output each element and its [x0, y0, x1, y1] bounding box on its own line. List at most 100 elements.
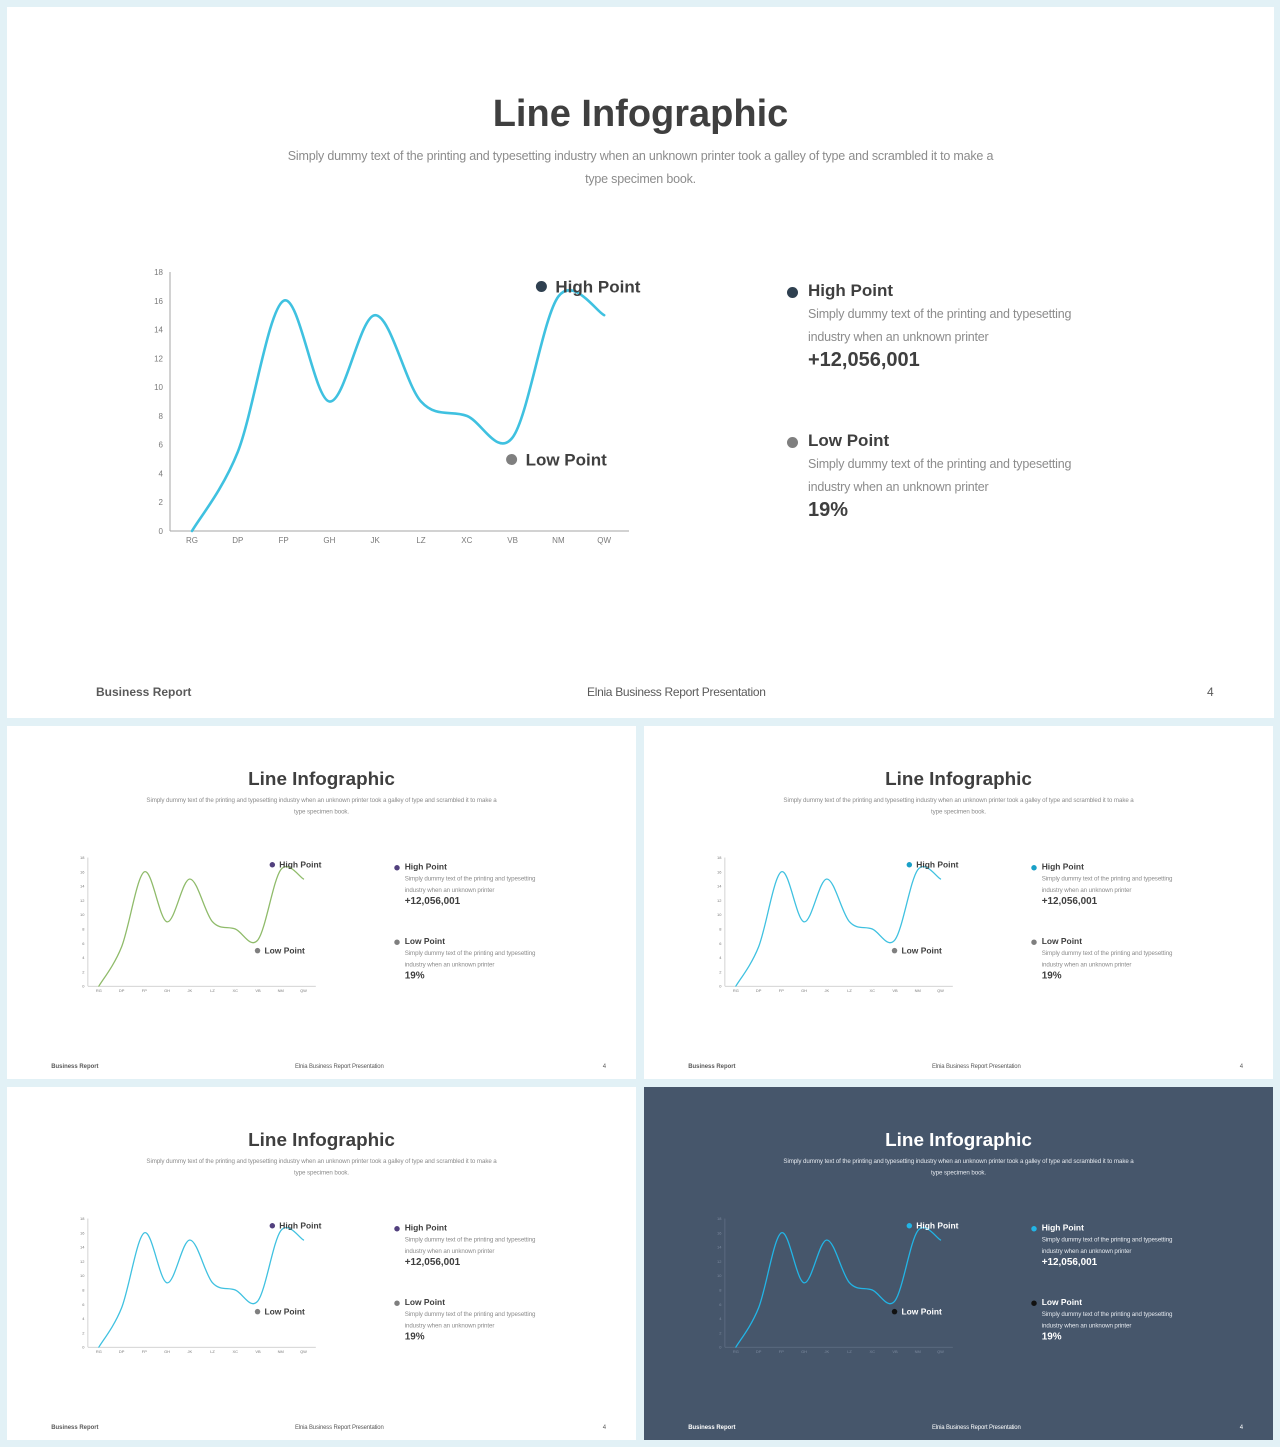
legend-value: 19%: [404, 1331, 425, 1343]
y-tick-label: 12: [80, 1259, 84, 1264]
y-tick-label: 0: [159, 527, 164, 536]
y-tick-label: 10: [154, 383, 163, 392]
low-point-callout: Low Point: [901, 1307, 941, 1317]
footer-center: Elnia Business Report Presentation: [294, 1423, 384, 1431]
low-point-marker-icon: [254, 1308, 261, 1315]
y-tick-label: 6: [159, 441, 164, 450]
low-point-dot-icon: [394, 939, 400, 945]
slide-subtitle: Simply dummy text of the printing and ty…: [146, 1157, 497, 1176]
y-tick-label: 2: [719, 969, 721, 974]
x-tick-label: GH: [164, 1349, 170, 1354]
x-tick-label: LZ: [210, 1349, 215, 1354]
slide-thumbnail-dark[interactable]: Line Infographic Simply dummy text of th…: [644, 1087, 1273, 1440]
x-tick-label: DP: [756, 1349, 762, 1354]
y-tick-label: 4: [719, 1316, 722, 1321]
x-tick-label: VB: [255, 988, 261, 993]
legend-description: Simply dummy text of the printing and ty…: [404, 949, 536, 968]
low-point-callout: Low Point: [264, 1307, 304, 1317]
high-point-callout: High Point: [555, 277, 640, 296]
x-tick-label: DP: [119, 1349, 125, 1354]
low-point-marker-icon: [891, 1308, 898, 1315]
x-tick-label: NM: [915, 1349, 921, 1354]
slide-thumbnail-green[interactable]: Line Infographic Simply dummy text of th…: [7, 726, 636, 1079]
series-line: [190, 288, 606, 533]
high-point-dot-icon: [394, 865, 400, 871]
legend-value: 19%: [1041, 970, 1062, 982]
x-tick-label: LZ: [210, 988, 215, 993]
legend-value: +12,056,001: [1041, 895, 1098, 907]
high-point-dot-icon: [787, 287, 798, 298]
x-tick-label: QW: [597, 536, 611, 545]
high-point-marker-icon: [269, 862, 276, 868]
slide-thumbnail-purple[interactable]: Line Infographic Simply dummy text of th…: [7, 1087, 636, 1440]
y-tick-label: 10: [717, 1273, 722, 1278]
x-tick-label: XC: [233, 1349, 239, 1354]
legend-description: Simply dummy text of the printing and ty…: [808, 457, 1072, 494]
y-tick-label: 4: [719, 955, 722, 960]
legend-description: Simply dummy text of the printing and ty…: [1041, 1310, 1173, 1329]
slide-thumbnail-teal[interactable]: Line Infographic Simply dummy text of th…: [644, 726, 1273, 1079]
slide-main[interactable]: Line Infographic Simply dummy text of th…: [7, 7, 1274, 718]
x-tick-label: FP: [278, 536, 288, 545]
slide-content: Line Infographic Simply dummy text of th…: [7, 1087, 636, 1440]
slide-title: Line Infographic: [248, 1129, 395, 1151]
legend-value: +12,056,001: [404, 1256, 461, 1268]
legend-label: Low Point: [404, 936, 446, 946]
series-line: [98, 1227, 305, 1348]
slide-title: Line Infographic: [885, 1129, 1032, 1151]
legend-label: High Point: [404, 862, 447, 872]
slide-subtitle: Simply dummy text of the printing and ty…: [783, 796, 1134, 815]
y-tick-label: 12: [717, 1259, 721, 1264]
y-tick-label: 14: [717, 1245, 722, 1250]
x-tick-label: DP: [232, 536, 243, 545]
series-line: [735, 1227, 942, 1348]
y-tick-label: 16: [80, 869, 85, 874]
legend-description: Simply dummy text of the printing and ty…: [808, 307, 1072, 344]
legend-value: +12,056,001: [404, 895, 461, 907]
footer-left: Business Report: [51, 1423, 99, 1431]
x-tick-label: GH: [164, 988, 170, 993]
low-point-dot-icon: [787, 437, 798, 448]
footer-center: Elnia Business Report Presentation: [931, 1423, 1021, 1431]
x-tick-label: XC: [870, 1349, 876, 1354]
series-line: [98, 866, 305, 987]
y-tick-label: 14: [717, 884, 722, 889]
legend-value: 19%: [1041, 1331, 1062, 1343]
x-tick-label: VB: [507, 536, 518, 545]
footer-center: Elnia Business Report Presentation: [931, 1062, 1021, 1070]
page-number: 4: [1207, 685, 1214, 699]
low-point-callout: Low Point: [901, 946, 941, 956]
y-tick-label: 18: [717, 855, 722, 860]
legend-label: Low Point: [808, 431, 890, 450]
legend-value: 19%: [808, 499, 849, 521]
high-point-dot-icon: [394, 1226, 400, 1232]
legend-description: Simply dummy text of the printing and ty…: [1041, 874, 1173, 894]
x-tick-label: QW: [937, 1349, 944, 1354]
line-chart: 0 2 4 6 8 10 12 14 16 18 RG DP FP GH JK LZ XC VB NM QW High …: [154, 268, 641, 545]
y-tick-label: 16: [717, 1230, 722, 1235]
high-point-dot-icon: [1031, 1226, 1037, 1232]
y-tick-label: 14: [154, 326, 163, 335]
x-tick-label: JK: [187, 1349, 192, 1354]
legend-label: Low Point: [404, 1297, 446, 1307]
slide-subtitle: Simply dummy text of the printing and ty…: [287, 149, 994, 186]
footer-left: Business Report: [96, 685, 192, 699]
x-tick-label: FP: [142, 1349, 147, 1354]
slide-content: Line Infographic Simply dummy text of th…: [7, 7, 1274, 718]
legend-label: High Point: [404, 1223, 447, 1233]
y-tick-label: 16: [80, 1230, 85, 1235]
y-tick-label: 6: [82, 1302, 85, 1307]
footer-left: Business Report: [51, 1062, 99, 1070]
page-number: 4: [1239, 1062, 1244, 1070]
x-tick-label: RG: [96, 1349, 102, 1354]
x-tick-label: XC: [870, 988, 876, 993]
y-tick-label: 6: [719, 1302, 722, 1307]
y-tick-label: 6: [82, 941, 85, 946]
x-tick-label: FP: [779, 1349, 784, 1354]
legend-label: Low Point: [1041, 936, 1083, 946]
y-tick-label: 0: [719, 1345, 722, 1350]
y-tick-label: 18: [154, 268, 163, 277]
page-number: 4: [602, 1062, 607, 1070]
y-tick-label: 10: [717, 912, 722, 917]
footer-left: Business Report: [688, 1062, 736, 1070]
